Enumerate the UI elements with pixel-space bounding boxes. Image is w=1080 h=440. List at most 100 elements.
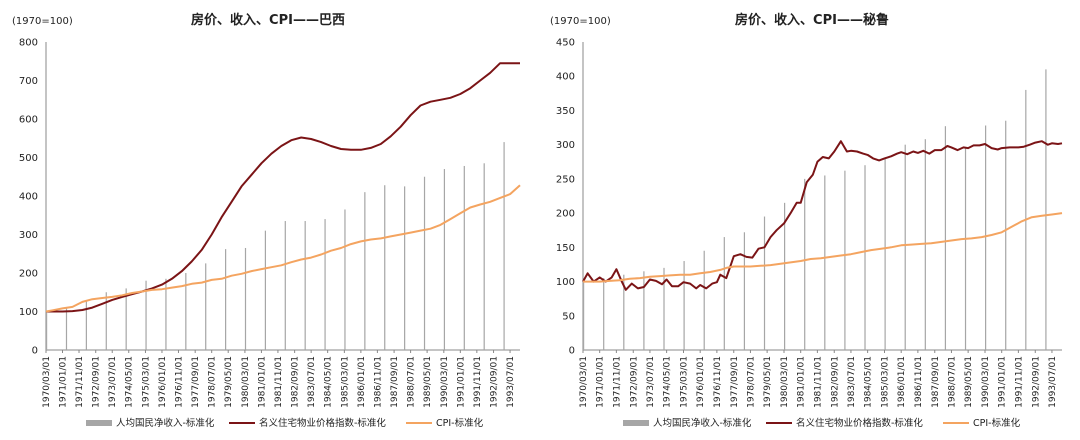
x-tick-label: 1992/09/01 — [490, 356, 500, 408]
y-tick-label: 300 — [556, 140, 575, 151]
x-tick-label: 1986/11/01 — [914, 356, 924, 408]
income-bar — [483, 163, 485, 350]
x-tick-label: 1984/05/01 — [324, 356, 334, 408]
income-bar — [65, 307, 68, 350]
income-bar — [703, 250, 705, 350]
income-bar — [663, 267, 665, 350]
x-tick-label: 1975/03/01 — [680, 356, 690, 408]
chart-panel-brazil: 房价、收入、CPI——巴西 (1970=100) 0 100 200 300 400 500 6… — [0, 0, 540, 436]
house-price-line — [46, 62, 520, 313]
y-tick-label: 150 — [556, 243, 575, 254]
x-tick-label: 1970/03/01 — [42, 356, 52, 408]
y-tick-label: 250 — [556, 174, 575, 185]
x-tick-label: 1982/09/01 — [291, 356, 301, 408]
x-tick-label: 1978/07/01 — [746, 356, 756, 408]
y-tick-label: 400 — [19, 192, 38, 203]
income-bar — [324, 219, 326, 350]
income-bar — [165, 278, 167, 350]
x-tick-label: 1985/03/01 — [881, 356, 891, 408]
legend-label: CPI-标准化 — [973, 417, 1021, 429]
income-bar — [603, 278, 605, 350]
x-tick-label: 1977/09/01 — [730, 356, 740, 408]
income-bar — [964, 148, 967, 350]
x-tick-label: 1976/01/01 — [158, 356, 168, 408]
x-tick-label: 1971/01/01 — [59, 356, 69, 408]
income-bar — [264, 230, 266, 350]
income-bar — [985, 125, 987, 350]
y-tick-label: 0 — [32, 346, 38, 357]
x-tick-label: 1987/09/01 — [931, 356, 941, 408]
cpi-line — [583, 212, 1063, 283]
income-bar — [225, 249, 227, 350]
x-tick-label: 1988/07/01 — [947, 356, 957, 408]
income-bar — [743, 232, 746, 350]
x-tick-label: 1971/11/01 — [612, 356, 622, 408]
income-bar — [45, 311, 48, 350]
legend-label: 名义住宅物业价格指数-标准化 — [259, 417, 386, 429]
income-bar — [503, 142, 505, 350]
x-tick-label: 1991/01/01 — [456, 356, 466, 408]
income-bar — [105, 292, 107, 350]
unit-label: (1970=100) — [550, 16, 611, 27]
chart-peru: 房价、收入、CPI——秘鲁 (1970=100) 0 50 100 150 200 250 30… — [550, 12, 1063, 429]
income-bar — [763, 216, 766, 350]
income-bar — [85, 300, 87, 350]
x-tick-label: 1973/07/01 — [108, 356, 118, 408]
x-tick-label: 1979/05/01 — [224, 356, 234, 408]
x-tick-label: 1980/03/01 — [241, 356, 251, 408]
x-tick-label: 1989/05/01 — [964, 356, 974, 408]
x-tick-label: 1975/03/01 — [141, 356, 151, 408]
chart-brazil: 房价、收入、CPI——巴西 (1970=100) 0 100 200 300 400 500 6… — [12, 12, 521, 429]
income-bar — [844, 170, 846, 350]
x-tick-label: 1993/07/01 — [1048, 356, 1058, 408]
y-tick-label: 0 — [569, 346, 575, 357]
x-tick-label: 1991/11/01 — [1014, 356, 1024, 408]
y-tick-label: 300 — [19, 230, 38, 241]
x-tick-label: 1987/09/01 — [390, 356, 400, 408]
y-tick-label: 100 — [19, 307, 38, 318]
x-tick-label: 1974/05/01 — [663, 356, 673, 408]
income-bar — [205, 263, 207, 350]
income-bar — [304, 221, 306, 350]
x-tick-label: 1981/11/01 — [274, 356, 284, 408]
x-tick-label: 1972/09/01 — [92, 356, 102, 408]
x-tick-label: 1991/11/01 — [473, 356, 483, 408]
x-tick-label: 1983/07/01 — [847, 356, 857, 408]
x-tick-label: 1971/01/01 — [596, 356, 606, 408]
x-tick-label: 1984/05/01 — [864, 356, 874, 408]
legend-label: 人均国民净收入-标准化 — [653, 417, 752, 429]
legend-label: CPI-标准化 — [436, 417, 484, 429]
x-tick-label: 1982/09/01 — [830, 356, 840, 408]
income-bar — [344, 209, 346, 350]
x-tick-label: 1990/03/01 — [440, 356, 450, 408]
y-tick-label: 450 — [556, 38, 575, 49]
y-tick-label: 50 — [562, 311, 575, 322]
income-bar — [404, 186, 406, 350]
y-tick-label: 500 — [19, 153, 38, 164]
x-tick-label: 1977/09/01 — [191, 356, 201, 408]
x-tick-label: 1976/11/01 — [174, 356, 184, 408]
y-tick-label: 600 — [19, 115, 38, 126]
income-bar — [643, 271, 645, 350]
income-bar — [683, 261, 685, 350]
x-tick-label: 1986/01/01 — [897, 356, 907, 408]
legend-label: 人均国民净收入-标准化 — [116, 417, 215, 429]
income-bar — [364, 192, 366, 350]
income-bar — [1005, 120, 1007, 350]
house-price-line — [582, 140, 1063, 291]
x-tick-label: 1990/03/01 — [981, 356, 991, 408]
y-tick-label: 350 — [556, 106, 575, 117]
y-tick-label: 400 — [556, 72, 575, 83]
x-tick-label: 1989/05/01 — [423, 356, 433, 408]
unit-label: (1970=100) — [12, 16, 73, 27]
x-tick-label: 1993/07/01 — [506, 356, 516, 408]
x-tick-label: 1983/07/01 — [307, 356, 317, 408]
x-tick-label: 1981/11/01 — [813, 356, 823, 408]
income-bar — [145, 280, 147, 350]
chart-title: 房价、收入、CPI——巴西 — [191, 12, 345, 28]
x-tick-label: 1971/11/01 — [75, 356, 85, 408]
income-bar — [125, 288, 127, 350]
chart-title: 房价、收入、CPI——秘鲁 — [735, 12, 889, 28]
income-bar — [864, 165, 866, 350]
legend-swatch-income — [86, 420, 112, 426]
